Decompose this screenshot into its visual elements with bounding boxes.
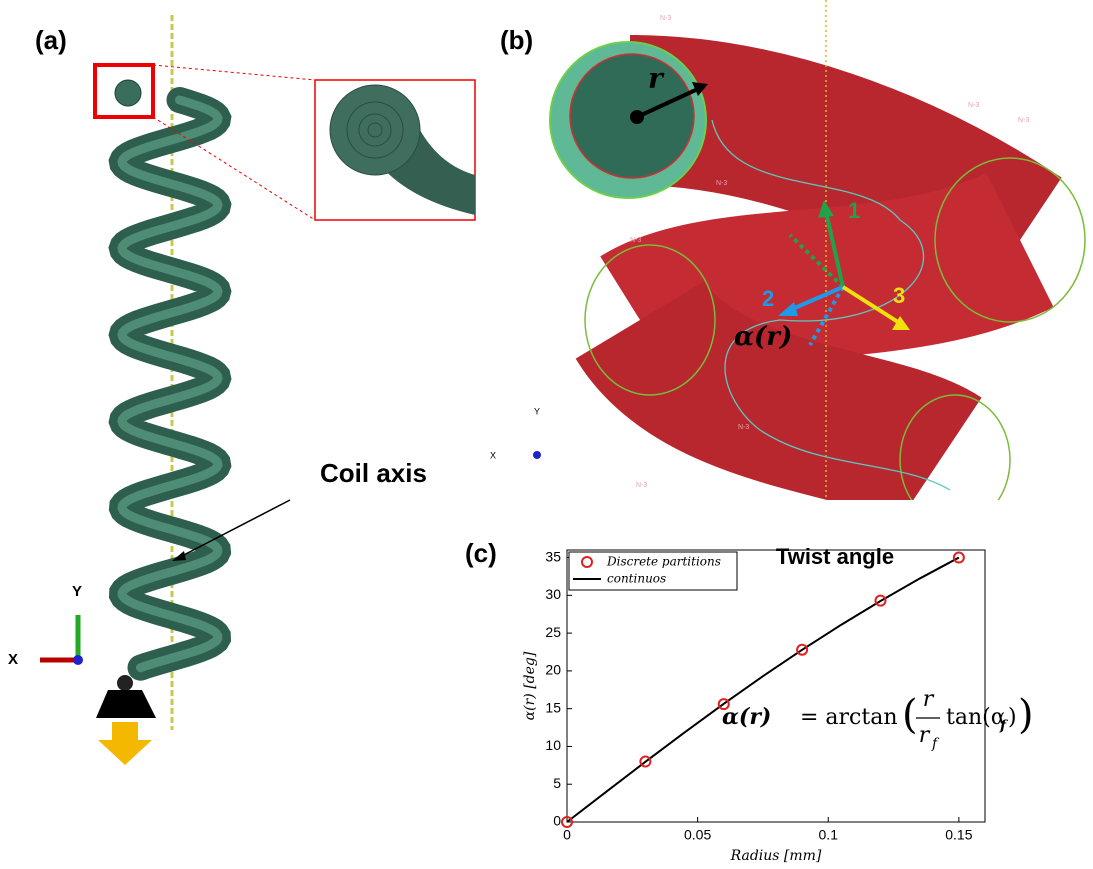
figure: (a) (b) (c) Coil axis Y X r 1 2 3 α(r) bbox=[0, 0, 1093, 869]
x-axis-label: Radius [mm] bbox=[730, 848, 822, 864]
chart-title: Twist angle bbox=[776, 544, 894, 569]
y-tick-label: 0 bbox=[553, 813, 561, 829]
arrow-head bbox=[172, 551, 186, 561]
zoom-line bbox=[153, 65, 315, 80]
load-arrow bbox=[98, 722, 152, 765]
legend-label: continuos bbox=[607, 572, 666, 586]
formula: ) bbox=[1018, 692, 1034, 738]
y-tick-label: 15 bbox=[545, 699, 561, 715]
x-tick-label: 0.05 bbox=[684, 827, 711, 843]
y-tick-label: 30 bbox=[545, 586, 561, 602]
formula: r bbox=[919, 723, 931, 748]
y-tick-label: 25 bbox=[545, 624, 561, 640]
axis-origin bbox=[533, 451, 541, 459]
direction-label: 2 bbox=[762, 286, 774, 311]
node-label: N-3 bbox=[738, 424, 749, 431]
y-tick-label: 10 bbox=[545, 737, 561, 753]
y-tick-label: 20 bbox=[545, 662, 561, 678]
weight bbox=[96, 690, 156, 718]
formula: r bbox=[923, 687, 935, 712]
panel-a: Coil axis Y X bbox=[8, 15, 475, 765]
panel-label: (a) bbox=[35, 25, 67, 55]
node-label: N-3 bbox=[716, 180, 727, 187]
y-axis-label: α(r) [deg] bbox=[522, 651, 538, 720]
axis-origin bbox=[73, 655, 83, 665]
axis-label: Y bbox=[72, 583, 82, 600]
x-tick-label: 0 bbox=[563, 827, 571, 843]
x-tick-label: 0.1 bbox=[819, 827, 839, 843]
chart: 0 0.05 0.1 0.15 0 5 10 15 20 25 30 35 Twist angle Rad… bbox=[522, 544, 1034, 864]
coil-end bbox=[115, 80, 141, 106]
panel-b: r 1 2 3 α(r) N-3 N-3 N-3 N-3 N-3 N-3 N-3 bbox=[507, 0, 1093, 525]
y-tick-label: 5 bbox=[553, 775, 561, 791]
node-label: N-3 bbox=[1018, 117, 1029, 124]
inset-face bbox=[330, 85, 420, 175]
node-label: N-3 bbox=[636, 482, 647, 489]
node-label: N-3 bbox=[968, 102, 979, 109]
formula: α(r) bbox=[722, 704, 771, 730]
node-label: N-3 bbox=[660, 15, 671, 22]
weight-hook bbox=[117, 675, 133, 691]
formula: ) bbox=[1008, 705, 1017, 730]
node-label: N-3 bbox=[630, 237, 641, 244]
formula: ( bbox=[902, 692, 918, 738]
plot-area bbox=[567, 550, 985, 822]
panel-label: (c) bbox=[465, 538, 497, 568]
direction-label: 3 bbox=[893, 283, 905, 308]
direction-label: 1 bbox=[848, 198, 860, 223]
x-tick-label: 0.15 bbox=[945, 827, 972, 843]
formula: tan(α bbox=[946, 705, 1006, 730]
radius-origin bbox=[630, 110, 644, 124]
panel-label: (b) bbox=[500, 25, 533, 55]
axis-label: X bbox=[8, 651, 18, 668]
radius-label: r bbox=[648, 62, 665, 95]
axis-label: X bbox=[490, 450, 496, 460]
angle-label: α(r) bbox=[734, 322, 792, 352]
annotation: Coil axis bbox=[320, 458, 427, 488]
y-tick-label: 35 bbox=[545, 548, 561, 564]
legend-label: Discrete partitions bbox=[606, 555, 721, 569]
formula: = arctan bbox=[800, 705, 898, 730]
axis-label: Y bbox=[534, 406, 540, 416]
